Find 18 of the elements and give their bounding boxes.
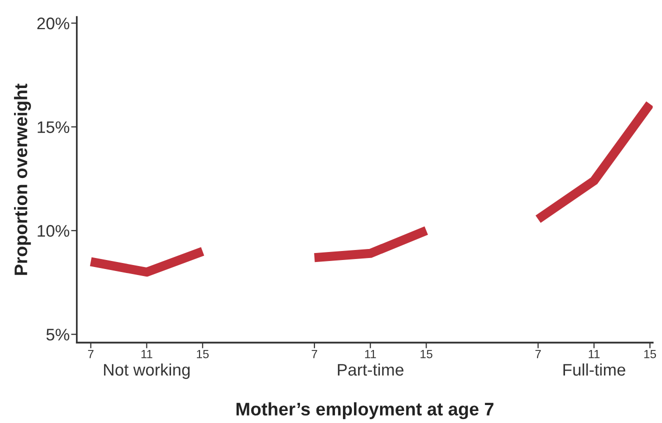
- text: Not working: [104, 363, 190, 379]
- x-tick-label: 11: [588, 350, 600, 358]
- y-tick-label: 15%: [38, 121, 70, 134]
- text: Full-time: [563, 363, 626, 376]
- x-axis-title: Mother’s employment at age 7: [236, 402, 494, 420]
- y-tick-label: 20%: [37, 18, 70, 30]
- x-tick-label: 11: [365, 350, 376, 358]
- y-tick-label: 5%: [46, 328, 70, 341]
- x-tick-label: 7: [535, 350, 541, 358]
- x-tick-label: 15: [420, 350, 432, 358]
- text: Part-time: [338, 363, 404, 376]
- x-tick-label: 7: [88, 350, 94, 358]
- y-axis-title: Proportion overweight: [14, 84, 31, 275]
- y-tick-label: 10%: [38, 225, 70, 237]
- x-tick-label: 15: [196, 350, 209, 358]
- x-tick-label: 7: [312, 350, 318, 358]
- x-tick-label: 15: [644, 350, 656, 358]
- x-tick-label: 11: [141, 350, 152, 358]
